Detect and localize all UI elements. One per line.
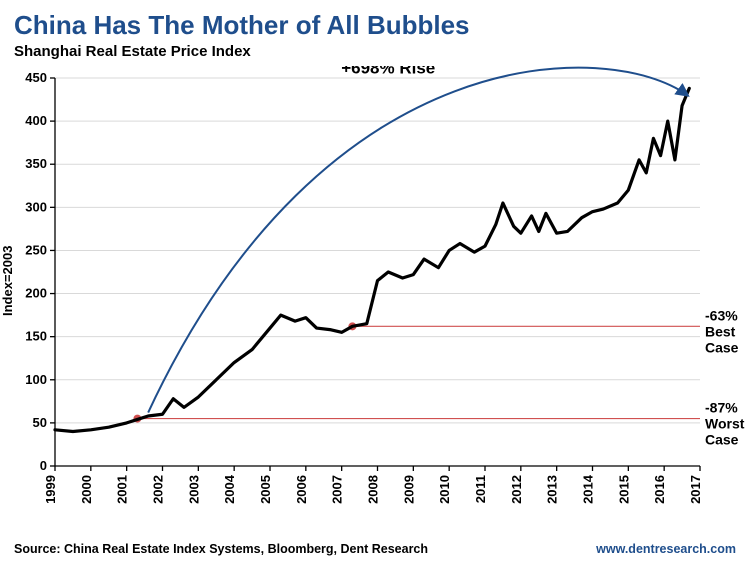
svg-text:Case: Case: [705, 432, 739, 448]
chart-subtitle: Shanghai Real Estate Price Index: [0, 43, 750, 66]
svg-text:300: 300: [25, 199, 47, 214]
svg-text:Best: Best: [705, 323, 736, 339]
svg-text:2011: 2011: [473, 475, 488, 503]
svg-text:2009: 2009: [401, 475, 416, 504]
svg-text:2005: 2005: [258, 475, 273, 504]
svg-text:2004: 2004: [222, 474, 237, 504]
svg-text:50: 50: [33, 415, 47, 430]
svg-text:2008: 2008: [366, 475, 381, 504]
svg-text:2014: 2014: [581, 474, 596, 504]
footer-link[interactable]: www.dentresearch.com: [596, 542, 736, 556]
svg-text:150: 150: [25, 329, 47, 344]
svg-text:-87%: -87%: [705, 400, 738, 416]
svg-text:2015: 2015: [616, 475, 631, 504]
svg-text:1999: 1999: [43, 475, 58, 504]
svg-text:2016: 2016: [652, 475, 667, 504]
chart-title: China Has The Mother of All Bubbles: [0, 0, 750, 43]
line-chart: 0 50 100 150 200 250 300 350 400 450 1999 2000 2001 2…: [0, 66, 750, 536]
svg-text:2012: 2012: [509, 475, 524, 504]
svg-text:2017: 2017: [688, 475, 703, 504]
svg-text:400: 400: [25, 113, 47, 128]
svg-text:350: 350: [25, 156, 47, 171]
source-footer: Source: China Real Estate Index Systems,…: [14, 542, 428, 556]
svg-text:2007: 2007: [330, 475, 345, 504]
svg-text:2006: 2006: [294, 475, 309, 504]
svg-text:2001: 2001: [115, 475, 130, 504]
svg-text:Case: Case: [705, 339, 739, 355]
svg-text:Worst: Worst: [705, 416, 745, 432]
chart-container: Index=2003 0 50 100 150 200 250 300 350 400 450 19…: [0, 66, 750, 536]
svg-text:200: 200: [25, 286, 47, 301]
svg-text:100: 100: [25, 372, 47, 387]
svg-text:450: 450: [25, 70, 47, 85]
y-axis-label: Index=2003: [0, 246, 15, 316]
svg-text:2003: 2003: [186, 475, 201, 504]
svg-text:+698% Rise: +698% Rise: [341, 66, 435, 78]
svg-text:2002: 2002: [151, 475, 166, 504]
svg-text:2000: 2000: [79, 475, 94, 504]
svg-text:250: 250: [25, 242, 47, 257]
svg-text:2013: 2013: [545, 475, 560, 504]
svg-text:0: 0: [40, 458, 47, 473]
svg-text:2010: 2010: [437, 475, 452, 504]
svg-text:-63%: -63%: [705, 307, 738, 323]
